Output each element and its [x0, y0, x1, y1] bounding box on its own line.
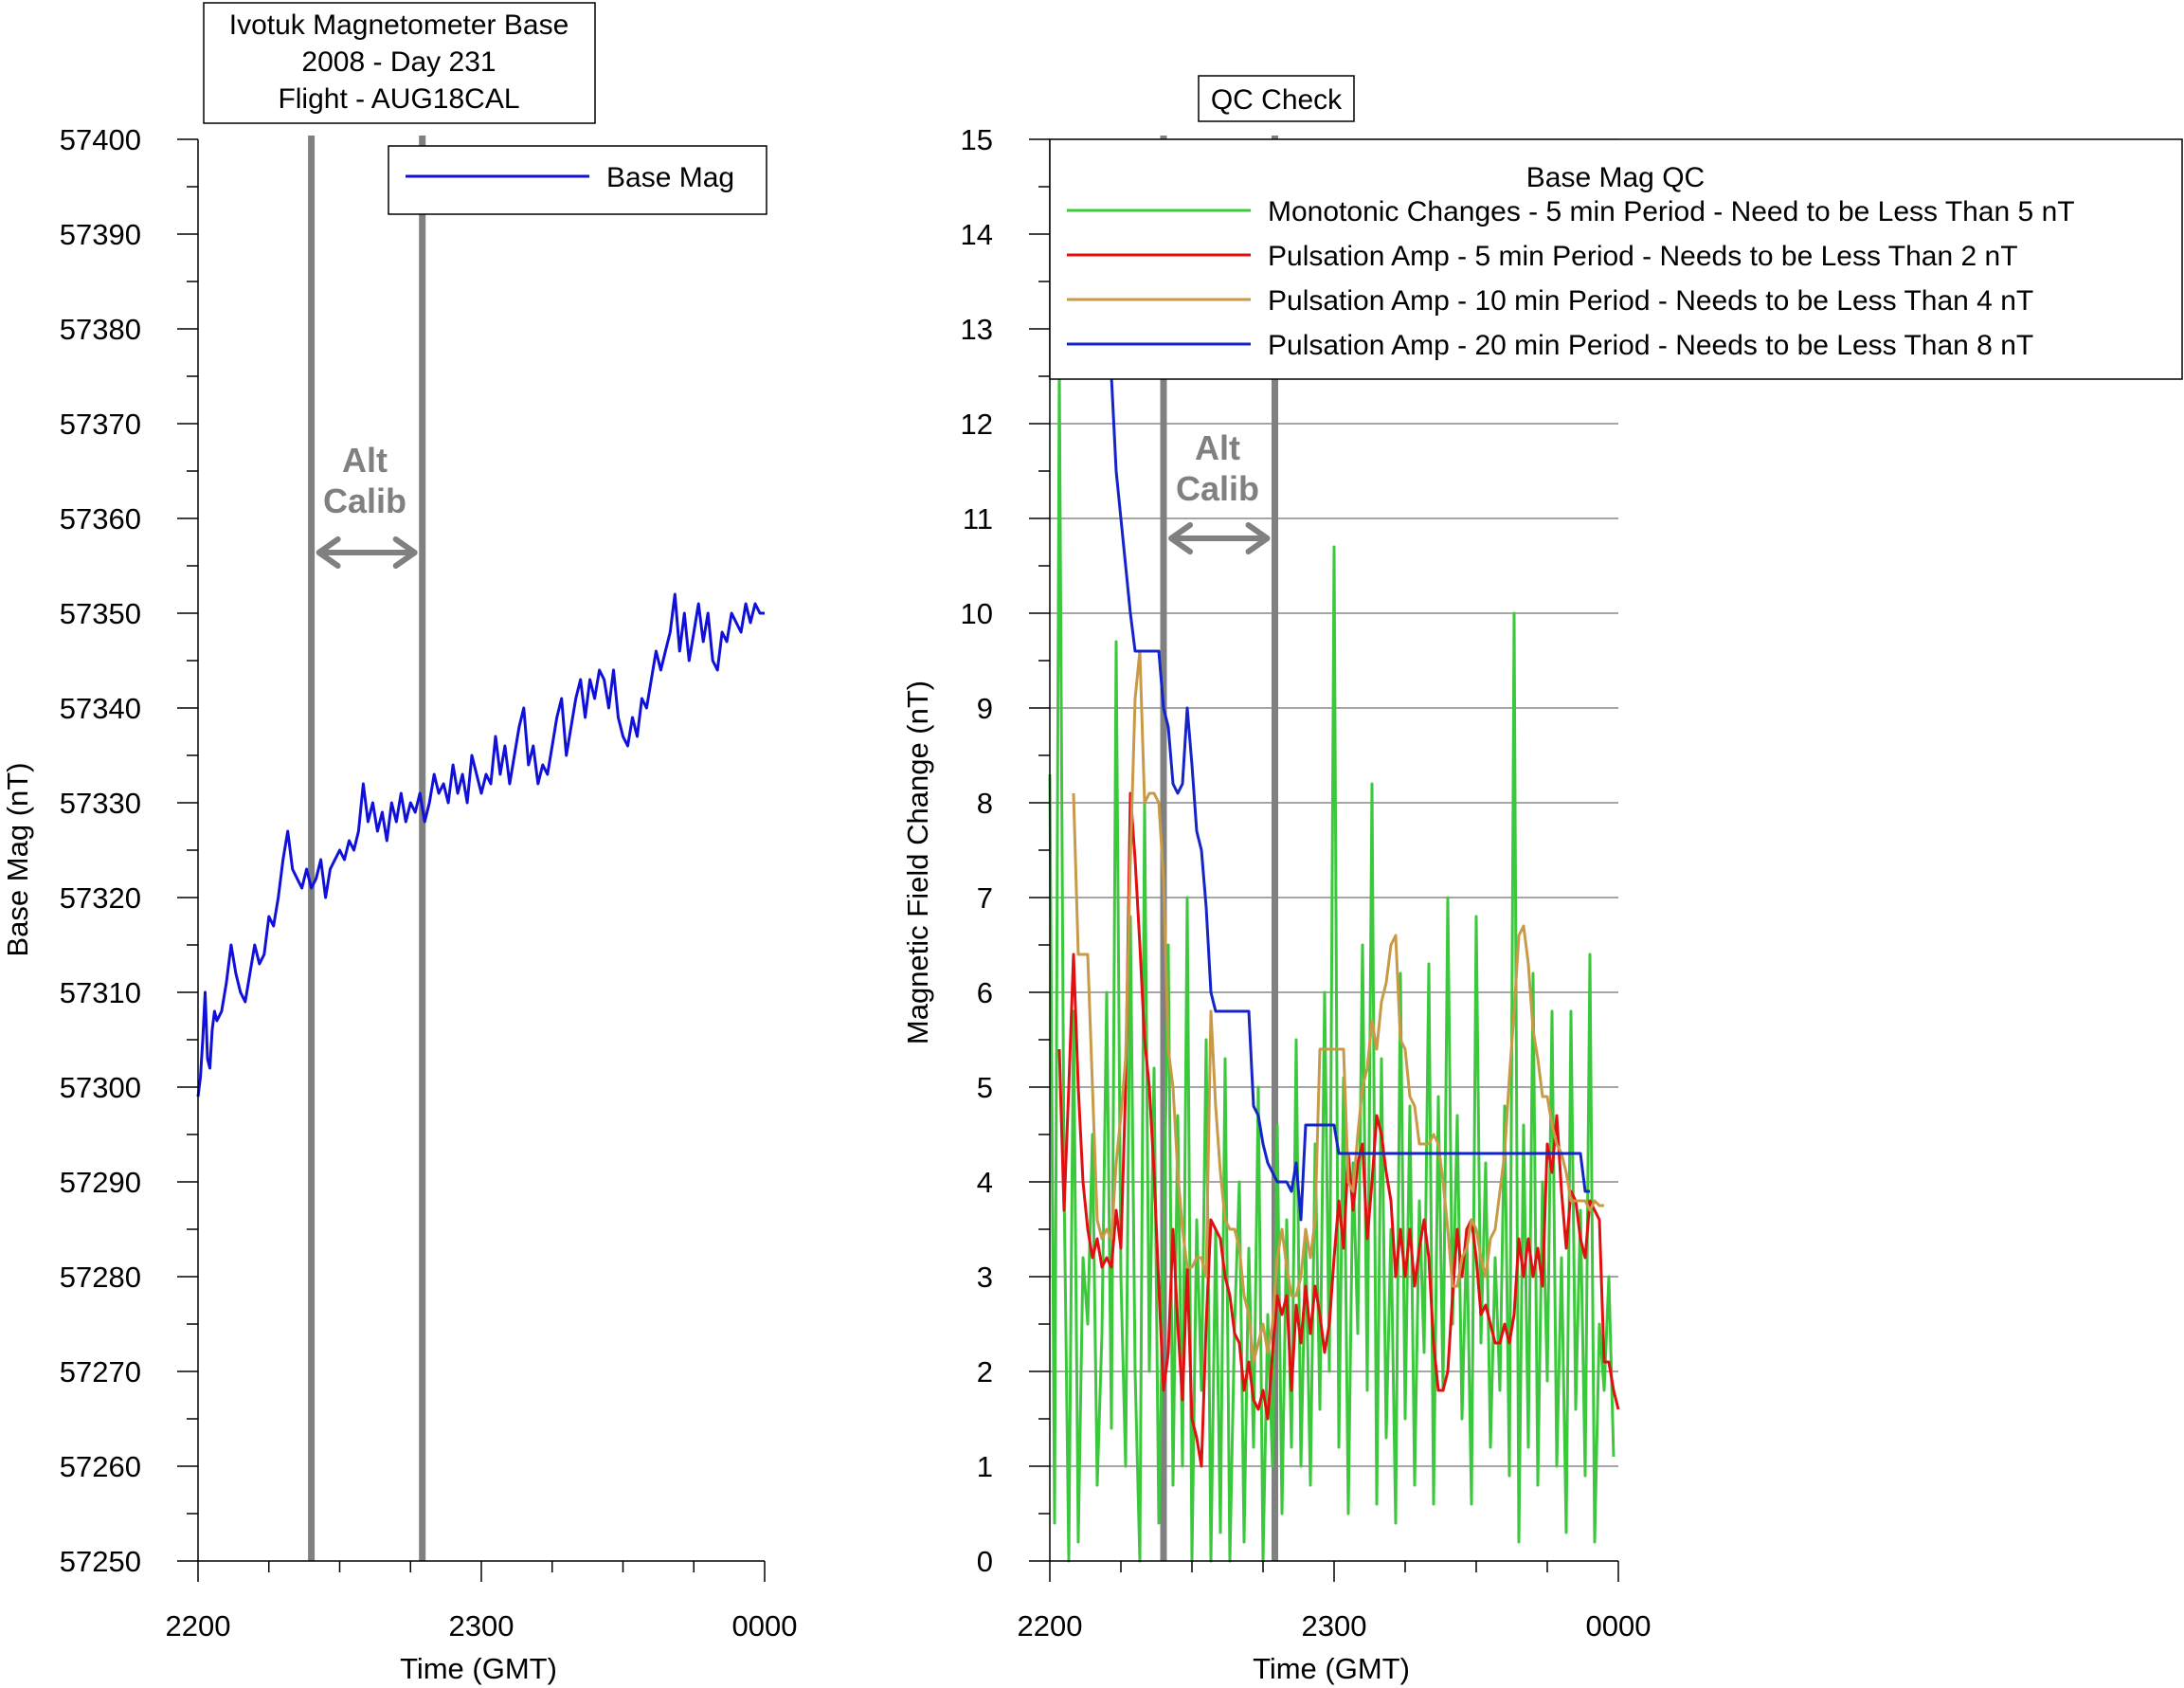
- right-legend-title: Base Mag QC: [1526, 162, 1705, 193]
- right-y-tick-label: 14: [961, 218, 993, 251]
- right-legend-label-amp-20min: Pulsation Amp - 20 min Period - Needs to…: [1268, 330, 2033, 361]
- left-y-tick-label: 57390: [60, 218, 141, 251]
- right-series-amp-10min: [1072, 649, 1604, 1364]
- left-chart-title-box: [203, 2, 596, 124]
- left-chart-series: [196, 592, 765, 1098]
- right-chart-xlabel: Time (GMT): [1253, 1652, 1410, 1685]
- right-legend-label-amp-5min: Pulsation Amp - 5 min Period - Needs to …: [1268, 241, 2018, 272]
- left-chart-axes: 57250 57260 57270 57280 57290 57300 57310 57320…: [60, 123, 798, 1643]
- right-series-amp-20min: [1110, 375, 1590, 1222]
- left-y-tick-label: 57300: [60, 1071, 141, 1104]
- left-chart-ylabel: Base Mag (nT): [1, 762, 34, 956]
- right-y-tick-label: 8: [977, 787, 993, 820]
- left-y-tick-label: 57380: [60, 313, 141, 346]
- left-chart-xlabel: Time (GMT): [400, 1652, 557, 1685]
- left-y-tick-label: 57320: [60, 881, 141, 915]
- left-y-tick-label: 57370: [60, 408, 141, 441]
- left-y-tick-label: 57260: [60, 1450, 141, 1483]
- right-x-tick-label: 2200: [1018, 1609, 1083, 1643]
- left-x-tick-label: 2200: [166, 1609, 231, 1643]
- right-x-tick-label: 2300: [1302, 1609, 1367, 1643]
- left-y-tick-label: 57350: [60, 597, 141, 630]
- left-x-tick-label: 2300: [449, 1609, 514, 1643]
- right-y-tick-label: 2: [977, 1355, 993, 1389]
- right-y-tick-label: 0: [977, 1545, 993, 1578]
- left-annotation-arrow: [316, 536, 418, 569]
- right-y-tick-label: 15: [961, 123, 993, 156]
- right-y-tick-label: 3: [977, 1261, 993, 1294]
- right-y-tick-label: 6: [977, 976, 993, 1009]
- right-y-tick-label: 12: [961, 408, 993, 441]
- left-chart-legend: [388, 145, 767, 215]
- left-annotation-alt: Alt: [342, 441, 388, 480]
- left-chart-subtitle-flight: Flight - AUG18CAL: [278, 83, 519, 115]
- left-y-tick-label: 57310: [60, 976, 141, 1009]
- right-annotation-alt: Alt: [1195, 428, 1240, 467]
- right-annotation-calib: Calib: [1176, 469, 1259, 508]
- right-y-tick-label: 1: [977, 1450, 993, 1483]
- right-chart-legend: [1049, 138, 2183, 380]
- left-chart-title: Ivotuk Magnetometer Base: [229, 9, 569, 41]
- right-y-tick-label: 5: [977, 1071, 993, 1104]
- right-series-monotonic: [1048, 365, 1615, 1563]
- right-legend-label-monotonic: Monotonic Changes - 5 min Period - Need …: [1268, 196, 2075, 227]
- left-annotation-calib: Calib: [323, 481, 406, 520]
- left-legend-label-base-mag: Base Mag: [606, 162, 734, 193]
- left-arrow-head-left: [316, 536, 341, 569]
- right-chart-series: [1048, 365, 1620, 1563]
- right-y-tick-label: 4: [977, 1166, 993, 1199]
- left-y-tick-label: 57290: [60, 1166, 141, 1199]
- right-arrow-head-right: [1245, 522, 1271, 554]
- left-y-tick-label: 57400: [60, 123, 141, 156]
- left-chart-calib-markers: [308, 136, 426, 1561]
- left-x-tick-label: 0000: [732, 1609, 798, 1643]
- right-y-tick-label: 9: [977, 692, 993, 725]
- right-y-tick-label: 7: [977, 881, 993, 915]
- right-annotation-arrow: [1168, 522, 1271, 554]
- right-x-tick-label: 0000: [1586, 1609, 1652, 1643]
- right-chart-title-box: [1198, 75, 1355, 122]
- right-legend-label-amp-10min: Pulsation Amp - 10 min Period - Needs to…: [1268, 285, 2033, 317]
- right-chart-ylabel: Magnetic Field Change (nT): [901, 681, 934, 1044]
- right-y-tick-label: 10: [961, 597, 993, 630]
- left-series-base-mag: [196, 592, 765, 1098]
- left-y-tick-label: 57270: [60, 1355, 141, 1389]
- left-chart-subtitle-date: 2008 - Day 231: [301, 46, 496, 78]
- left-arrow-head-right: [392, 536, 418, 569]
- left-y-tick-label: 57360: [60, 502, 141, 535]
- right-y-tick-label: 13: [961, 313, 993, 346]
- left-y-tick-label: 57250: [60, 1545, 141, 1578]
- left-y-tick-label: 57340: [60, 692, 141, 725]
- right-series-amp-5min: [1057, 791, 1620, 1468]
- right-chart-title: QC Check: [1211, 84, 1343, 116]
- right-y-tick-label: 11: [963, 502, 993, 535]
- left-y-tick-label: 57330: [60, 787, 141, 820]
- right-arrow-head-left: [1168, 522, 1193, 554]
- left-y-tick-label: 57280: [60, 1261, 141, 1294]
